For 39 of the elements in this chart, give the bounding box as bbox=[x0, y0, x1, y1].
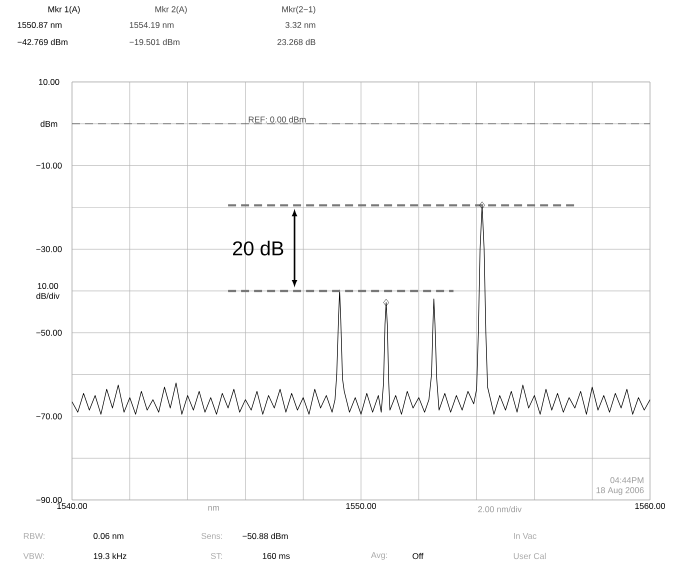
text: Mkr 1(A) bbox=[48, 6, 80, 14]
text: VBW: bbox=[23, 553, 44, 559]
x-tick-label: 1550.00 bbox=[346, 503, 376, 510]
text: 160 ms bbox=[262, 552, 290, 559]
annotation: 18 Aug 2006 bbox=[596, 487, 644, 495]
text: −42.769 dBm bbox=[18, 38, 68, 46]
annotation: 20 dB bbox=[233, 240, 284, 256]
text: Mkr(2−1) bbox=[282, 6, 316, 14]
x-tick-label: 1540.00 bbox=[57, 503, 88, 510]
text: −50.88 dBm bbox=[242, 532, 288, 540]
text: 19.3 kHz bbox=[94, 552, 126, 560]
text: User Cal bbox=[514, 552, 546, 560]
y-tick-label: dBm bbox=[40, 120, 58, 127]
annotation: 04:44PM bbox=[610, 477, 644, 484]
y-tick-label: −10.00 bbox=[36, 162, 62, 169]
text: 0.06 nm bbox=[94, 532, 124, 539]
text: 1554.19 nm bbox=[130, 22, 174, 28]
text: Avg: bbox=[370, 552, 388, 560]
y-axis-title: 10.00 dB/div bbox=[36, 282, 60, 299]
line-series bbox=[72, 204, 650, 415]
text: RBW: bbox=[24, 533, 44, 539]
text: Mkr 2(A) bbox=[155, 6, 187, 14]
text: −19.501 dBm bbox=[130, 38, 180, 46]
y-tick-label: −30.00 bbox=[36, 246, 62, 252]
x-axis-title: nm bbox=[208, 506, 219, 511]
y-tick-label: 10.00 bbox=[38, 78, 60, 85]
text: 1550.87 nm bbox=[18, 22, 62, 28]
text: ST: bbox=[210, 552, 222, 559]
text: Off bbox=[412, 552, 424, 560]
y-tick-label: −50.00 bbox=[36, 330, 62, 336]
text: 2.00 nm/div bbox=[478, 506, 522, 512]
ref-line-label: REF: 0.00 dBm bbox=[248, 116, 306, 123]
text: Sens: bbox=[201, 532, 222, 539]
text: In Vac bbox=[514, 533, 536, 539]
y-tick-label: −70.00 bbox=[36, 413, 62, 420]
x-tick-label: 1560.00 bbox=[635, 503, 666, 510]
y-tick-label: −90.00 bbox=[36, 496, 62, 503]
text: 3.32 nm bbox=[285, 22, 316, 28]
text: 23.268 dB bbox=[277, 38, 316, 46]
